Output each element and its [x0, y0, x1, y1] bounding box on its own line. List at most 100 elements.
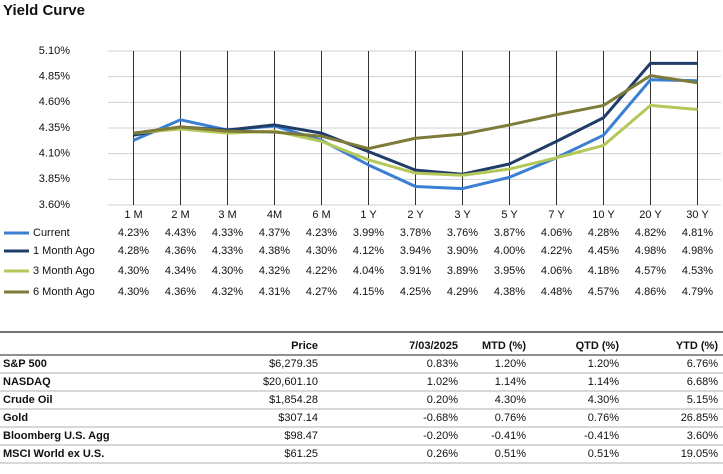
data-table-cell: 4.38% — [259, 245, 290, 257]
data-table-cell: 4.98% — [635, 245, 666, 257]
table-cell: 6.68% — [687, 376, 718, 388]
table-cell: 1.02% — [427, 376, 458, 388]
table-row-label: Gold — [3, 412, 28, 424]
data-table-cell: 4.30% — [306, 245, 337, 257]
data-table-cell: 4.98% — [682, 245, 713, 257]
data-table-cell: 4.28% — [588, 227, 619, 239]
table-cell: 0.76% — [495, 412, 526, 424]
x-tick-label: 1 Y — [360, 209, 377, 221]
x-tick-label: 1 M — [124, 209, 142, 221]
legend-label: 3 Month Ago — [33, 265, 95, 277]
table-header: MTD (%) — [482, 340, 526, 352]
x-tick-label: 10 Y — [592, 209, 615, 221]
table-cell: 1.20% — [588, 358, 619, 370]
y-tick-label: 5.10% — [39, 45, 70, 57]
data-table-cell: 3.78% — [400, 227, 431, 239]
series-line — [133, 74, 698, 151]
table-cell: 0.26% — [427, 448, 458, 460]
x-tick-label: 2 M — [171, 209, 189, 221]
x-tick-label: 30 Y — [686, 209, 709, 221]
data-table-cell: 4.37% — [259, 227, 290, 239]
data-table-cell: 4.04% — [353, 265, 384, 277]
data-table-cell: 4.00% — [494, 245, 525, 257]
data-table-cell: 4.34% — [165, 265, 196, 277]
table-row-label: MSCI World ex U.S. — [3, 448, 104, 460]
data-table-cell: 4.31% — [259, 286, 290, 298]
data-table-cell: 3.99% — [353, 227, 384, 239]
data-table-cell: 3.94% — [400, 245, 431, 257]
data-table-cell: 4.53% — [682, 265, 713, 277]
data-table-cell: 4.45% — [588, 245, 619, 257]
table-cell: 1.14% — [588, 376, 619, 388]
table-cell: 26.85% — [681, 412, 719, 424]
table-cell: 6.76% — [687, 358, 718, 370]
table-header: Price — [291, 340, 318, 352]
data-table-cell: 4.25% — [400, 286, 431, 298]
x-tick-label: 7 Y — [548, 209, 565, 221]
y-tick-label: 4.35% — [39, 122, 70, 134]
table-row-label: Crude Oil — [3, 394, 53, 406]
table-header: 7/03/2025 — [409, 340, 458, 352]
table-cell: -0.68% — [423, 412, 458, 424]
y-tick-label: 4.10% — [39, 148, 70, 160]
data-table-cell: 4.82% — [635, 227, 666, 239]
table-cell: 1.14% — [495, 376, 526, 388]
table-cell: $6,279.35 — [269, 358, 318, 370]
table-row-label: S&P 500 — [3, 358, 47, 370]
data-table-cell: 3.89% — [447, 265, 478, 277]
data-table-cell: 4.27% — [306, 286, 337, 298]
table-cell: -0.41% — [584, 430, 619, 442]
data-table-cell: 4.81% — [682, 227, 713, 239]
data-table-cell: 4.30% — [212, 265, 243, 277]
data-table-cell: 3.95% — [494, 265, 525, 277]
data-table-cell: 4.23% — [306, 227, 337, 239]
data-table-cell: 4.22% — [306, 265, 337, 277]
data-table-cell: 4.57% — [588, 286, 619, 298]
data-table-cell: 4.30% — [118, 286, 149, 298]
table-cell: 0.51% — [588, 448, 619, 460]
table-cell: -0.41% — [491, 430, 526, 442]
table-cell: $20,601.10 — [263, 376, 318, 388]
x-tick-label: 6 M — [312, 209, 330, 221]
data-table-cell: 4.30% — [118, 265, 149, 277]
data-table-cell: 4.79% — [682, 286, 713, 298]
data-table-cell: 4.12% — [353, 245, 384, 257]
table-header: QTD (%) — [576, 340, 620, 352]
x-tick-label: 2 Y — [407, 209, 424, 221]
table-cell: 5.15% — [687, 394, 718, 406]
y-tick-label: 3.85% — [39, 173, 70, 185]
table-cell: 0.76% — [588, 412, 619, 424]
data-table-cell: 4.38% — [494, 286, 525, 298]
data-table-cell: 4.48% — [541, 286, 572, 298]
y-tick-label: 4.60% — [39, 96, 70, 108]
x-tick-label: 3 Y — [454, 209, 471, 221]
table-cell: -0.20% — [423, 430, 458, 442]
x-tick-label: 5 Y — [501, 209, 518, 221]
legend-label: 1 Month Ago — [33, 245, 95, 257]
table-cell: 3.60% — [687, 430, 718, 442]
table-cell: 0.20% — [427, 394, 458, 406]
data-table-cell: 4.33% — [212, 245, 243, 257]
table-cell: $1,854.28 — [269, 394, 318, 406]
table-cell: 4.30% — [495, 394, 526, 406]
data-table-cell: 4.18% — [588, 265, 619, 277]
legend-label: 6 Month Ago — [33, 286, 95, 298]
x-tick-label: 20 Y — [639, 209, 662, 221]
table-cell: $61.25 — [284, 448, 318, 460]
data-table-cell: 4.36% — [165, 286, 196, 298]
data-table-cell: 4.36% — [165, 245, 196, 257]
data-table-cell: 4.57% — [635, 265, 666, 277]
data-table-cell: 4.15% — [353, 286, 384, 298]
table-cell: 19.05% — [681, 448, 719, 460]
table-header: YTD (%) — [676, 340, 719, 352]
chart-title: Yield Curve — [3, 2, 85, 19]
data-table-cell: 3.91% — [400, 265, 431, 277]
data-table-cell: 4.32% — [259, 265, 290, 277]
data-table-cell: 4.06% — [541, 265, 572, 277]
y-tick-label: 3.60% — [39, 199, 70, 211]
data-table-cell: 4.22% — [541, 245, 572, 257]
table-cell: $98.47 — [284, 430, 318, 442]
legend-label: Current — [33, 227, 70, 239]
data-table-cell: 4.29% — [447, 286, 478, 298]
